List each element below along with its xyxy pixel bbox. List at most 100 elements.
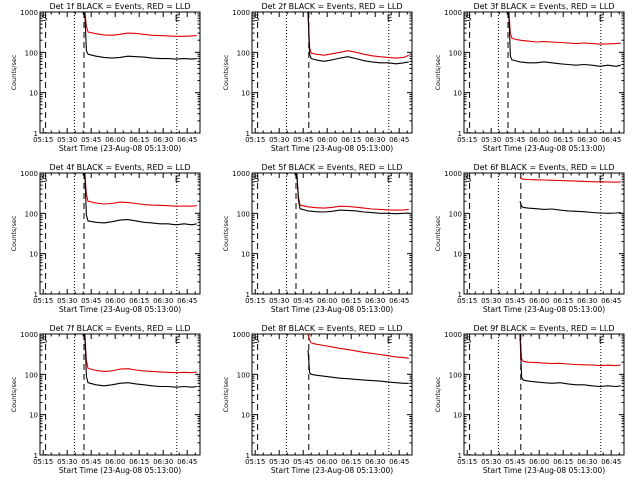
x-tick-label: 05:30 <box>481 136 501 144</box>
y-axis-label: Counts/sec <box>10 215 18 251</box>
chart-panel: Det 6f BLACK = Events, RED = LLD 1 10 100 10… <box>434 163 625 314</box>
events-series-line <box>255 172 409 215</box>
marker-s-label: S <box>42 175 48 185</box>
x-tick-label: 05:30 <box>481 297 501 305</box>
marker-s-label: S <box>42 336 48 346</box>
y-tick-label: 10 <box>29 412 38 420</box>
events-series-line <box>255 11 409 65</box>
y-tick-label: 1 <box>458 130 462 138</box>
y-tick-label: 100 <box>449 49 462 57</box>
lld-series-line <box>255 172 409 211</box>
marker-s-label: S <box>254 336 260 346</box>
y-axis-label: Counts/sec <box>222 215 230 251</box>
plot-frame <box>251 172 413 295</box>
chart-panel: Det 8f BLACK = Events, RED = LLD 1 10 100 10… <box>222 324 413 475</box>
lld-series-line <box>467 11 621 45</box>
y-tick-label: 1000 <box>20 170 38 178</box>
chart-title: Det 2f BLACK = Events, RED = LLD <box>261 2 402 11</box>
lld-series-line <box>43 333 197 374</box>
y-tick-label: 10 <box>241 412 250 420</box>
y-axis-label: Counts/sec <box>222 376 230 412</box>
x-tick-label: 05:15 <box>457 136 477 144</box>
marker-s-label: S <box>466 336 472 346</box>
x-tick-label: 06:15 <box>553 458 573 466</box>
x-axis-label: Start Time (23-Aug-08 05:13:00) <box>483 305 605 314</box>
events-series-line <box>467 172 621 214</box>
x-tick-label: 05:45 <box>293 136 313 144</box>
x-tick-label: 05:30 <box>481 458 501 466</box>
x-tick-label: 06:30 <box>365 458 385 466</box>
x-tick-label: 06:15 <box>341 136 361 144</box>
x-tick-label: 06:00 <box>105 136 125 144</box>
lld-series-line <box>255 333 409 359</box>
x-tick-label: 06:45 <box>177 458 197 466</box>
y-tick-label: 100 <box>237 371 250 379</box>
y-tick-label: 1000 <box>444 9 462 17</box>
events-series-line <box>43 172 197 226</box>
y-tick-label: 1 <box>34 452 38 460</box>
marker-e-label: E <box>175 175 181 185</box>
x-tick-label: 06:45 <box>177 136 197 144</box>
x-tick-label: 06:30 <box>577 458 597 466</box>
y-tick-label: 100 <box>25 49 38 57</box>
chart-title: Det 1f BLACK = Events, RED = LLD <box>49 2 190 11</box>
y-tick-label: 1 <box>34 130 38 138</box>
y-tick-label: 10 <box>453 251 462 259</box>
marker-e-label: E <box>599 14 605 24</box>
x-tick-label: 05:45 <box>81 136 101 144</box>
marker-s-label: S <box>466 175 472 185</box>
x-tick-label: 05:15 <box>33 297 53 305</box>
chart-panel: Det 7f BLACK = Events, RED = LLD 1 10 100 10… <box>10 324 201 475</box>
chart-title: Det 3f BLACK = Events, RED = LLD <box>473 2 614 11</box>
events-series-line <box>255 333 409 384</box>
chart-title: Det 6f BLACK = Events, RED = LLD <box>473 163 614 172</box>
chart-panel: Det 2f BLACK = Events, RED = LLD 1 10 100 10… <box>222 2 413 153</box>
y-tick-label: 1 <box>458 452 462 460</box>
x-tick-label: 06:45 <box>389 458 409 466</box>
y-tick-label: 1 <box>246 291 250 299</box>
x-tick-label: 05:30 <box>269 297 289 305</box>
x-tick-label: 05:45 <box>81 458 101 466</box>
y-axis-label: Counts/sec <box>434 376 442 412</box>
x-tick-label: 05:30 <box>57 458 77 466</box>
events-series-line <box>467 333 621 388</box>
chart-panel: Det 4f BLACK = Events, RED = LLD 1 10 100 10… <box>10 163 201 314</box>
x-tick-label: 05:30 <box>269 458 289 466</box>
plot-frame <box>463 172 625 295</box>
y-tick-label: 1 <box>246 452 250 460</box>
y-tick-label: 10 <box>29 90 38 98</box>
y-tick-label: 100 <box>237 49 250 57</box>
marker-s-label: S <box>466 14 472 24</box>
y-tick-label: 1000 <box>20 331 38 339</box>
marker-e-label: E <box>387 14 393 24</box>
lld-series-line <box>255 11 410 59</box>
x-tick-label: 06:30 <box>365 136 385 144</box>
x-axis-label: Start Time (23-Aug-08 05:13:00) <box>59 305 181 314</box>
x-tick-label: 05:45 <box>81 297 101 305</box>
x-tick-label: 06:30 <box>365 297 385 305</box>
marker-e-label: E <box>599 175 605 185</box>
y-tick-label: 1000 <box>444 170 462 178</box>
marker-s-label: S <box>42 14 48 24</box>
y-tick-label: 100 <box>25 210 38 218</box>
x-tick-label: 05:15 <box>457 458 477 466</box>
x-tick-label: 06:45 <box>389 136 409 144</box>
x-tick-label: 06:00 <box>105 297 125 305</box>
x-tick-label: 06:00 <box>105 458 125 466</box>
marker-e-label: E <box>387 336 393 346</box>
x-tick-label: 05:30 <box>57 297 77 305</box>
chart-panel: Det 5f BLACK = Events, RED = LLD 1 10 100 10… <box>222 163 413 314</box>
x-tick-label: 05:45 <box>505 136 525 144</box>
events-series-line <box>467 11 621 67</box>
x-tick-label: 06:00 <box>317 297 337 305</box>
x-tick-label: 06:30 <box>153 136 173 144</box>
x-tick-label: 06:45 <box>601 136 621 144</box>
y-tick-label: 10 <box>241 90 250 98</box>
y-tick-label: 1 <box>34 291 38 299</box>
marker-e-label: E <box>175 14 181 24</box>
x-tick-label: 06:00 <box>529 458 549 466</box>
y-tick-label: 1000 <box>232 170 250 178</box>
lld-series-line <box>43 172 197 207</box>
x-tick-label: 06:30 <box>153 458 173 466</box>
x-tick-label: 06:45 <box>389 297 409 305</box>
